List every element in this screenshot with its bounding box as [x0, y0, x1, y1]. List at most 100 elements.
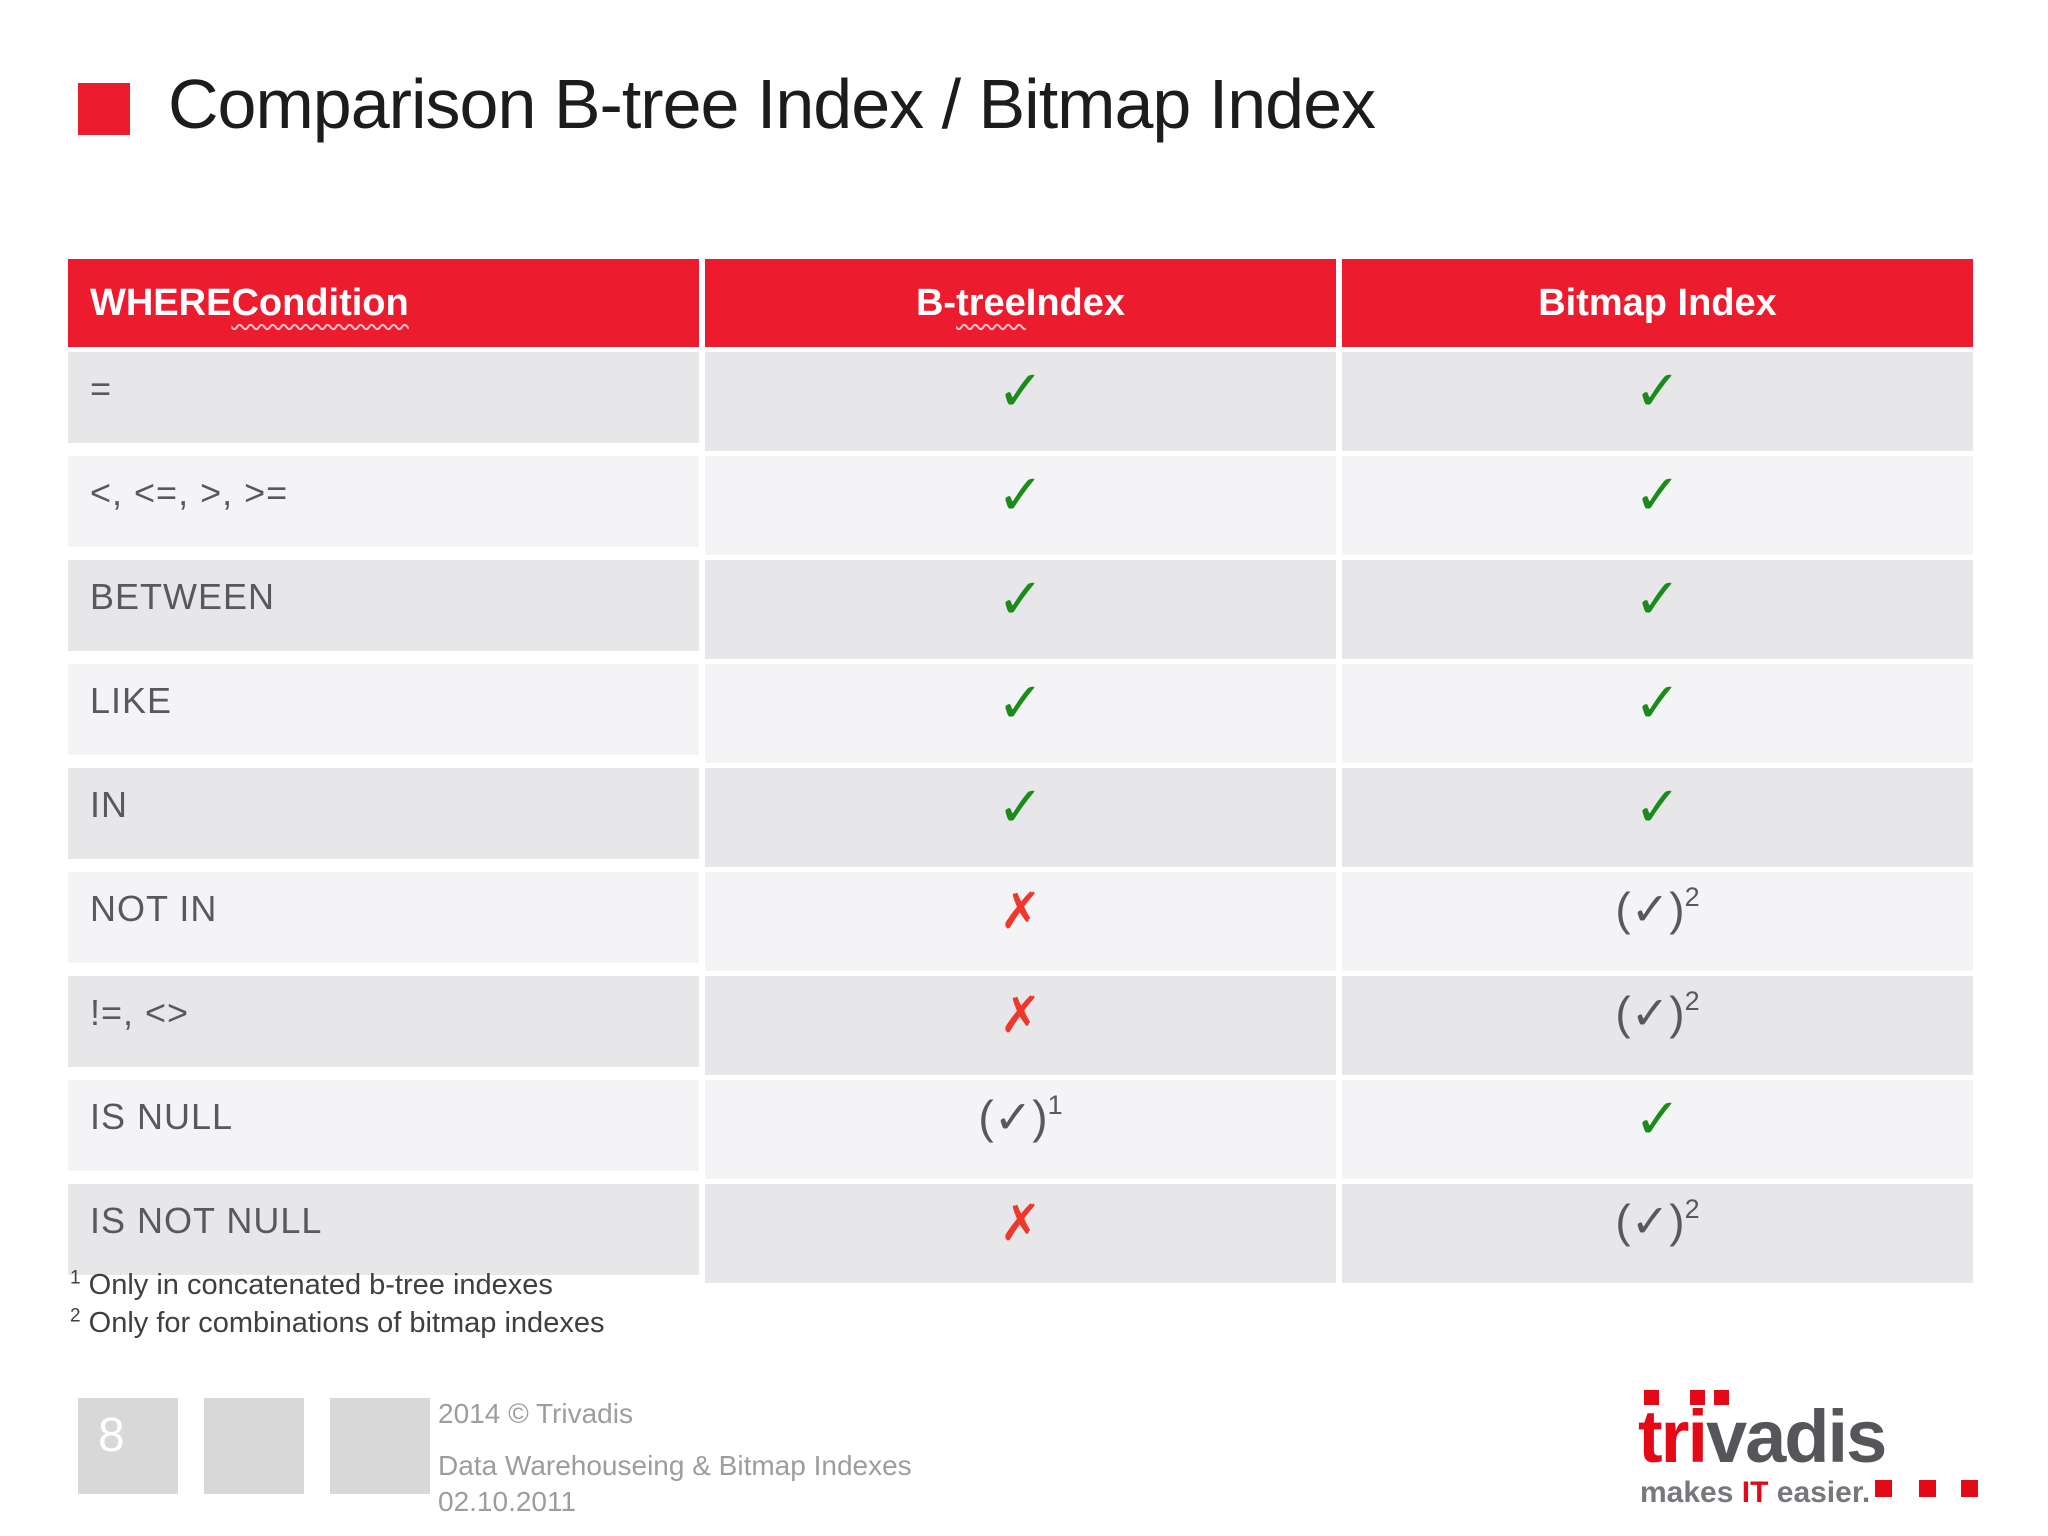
- header-btree-index: B-tree Index: [705, 259, 1336, 347]
- condition-label: IN: [90, 784, 128, 825]
- footer-placeholder-box: [330, 1398, 430, 1494]
- header-text-flagged: tree: [956, 281, 1026, 324]
- bitmap-cell: ✓: [1342, 560, 1973, 659]
- footer-subject-date: Data Warehouseing & Bitmap Indexes 02.10…: [438, 1448, 912, 1520]
- bitmap-cell: ✓: [1342, 1080, 1973, 1179]
- mark-superscript: 2: [1684, 882, 1700, 912]
- trivadis-logo: trivadis makes IT easier.: [1638, 1390, 1998, 1510]
- paren-check-icon: (✓): [1615, 1195, 1685, 1247]
- footnote-text: Only for combinations of bitmap indexes: [80, 1307, 605, 1339]
- logo-wordmark: trivadis: [1638, 1400, 1887, 1474]
- header-text: Bitmap Index: [1538, 281, 1777, 324]
- condition-cell: !=, <>: [68, 976, 699, 1067]
- bitmap-cell: ✓: [1342, 456, 1973, 555]
- logo-tagline: makes IT easier.: [1640, 1476, 1870, 1510]
- cross-icon: ✗: [999, 987, 1042, 1043]
- title-row: Comparison B-tree Index / Bitmap Index: [78, 64, 1376, 144]
- condition-label: IS NULL: [90, 1096, 234, 1137]
- bitmap-cell: ✓: [1342, 768, 1973, 867]
- condition-cell: LIKE: [68, 664, 699, 755]
- footnote-2: 2 Only for combinations of bitmap indexe…: [70, 1304, 604, 1342]
- check-icon: ✓: [997, 359, 1044, 422]
- check-icon: ✓: [997, 671, 1044, 734]
- btree-cell: ✓: [705, 768, 1336, 867]
- condition-label: BETWEEN: [90, 576, 276, 617]
- logo-dot-icon: [1644, 1390, 1659, 1405]
- header-bitmap-index: Bitmap Index: [1342, 259, 1973, 347]
- condition-cell: NOT IN: [68, 872, 699, 963]
- footnotes: 1 Only in concatenated b-tree indexes 2 …: [70, 1266, 604, 1342]
- mark-superscript: 1: [1047, 1090, 1063, 1120]
- comparison-table: WHERE Condition B-tree Index Bitmap Inde…: [68, 259, 1973, 1283]
- tagline-text: makes: [1640, 1476, 1742, 1509]
- paren-check-icon: (✓): [1615, 883, 1685, 935]
- footnote-marker: 1: [70, 1267, 81, 1289]
- check-icon: ✓: [1634, 1087, 1681, 1150]
- paren-check-icon: (✓): [978, 1091, 1048, 1143]
- page-number-box: 8: [78, 1398, 178, 1494]
- btree-cell: ✓: [705, 560, 1336, 659]
- footer-date: 02.10.2011: [438, 1486, 577, 1517]
- condition-label: =: [90, 368, 113, 409]
- check-icon: ✓: [1634, 567, 1681, 630]
- btree-cell: ✓: [705, 664, 1336, 763]
- tagline-text: easier.: [1768, 1476, 1871, 1509]
- condition-cell: <, <=, >, >=: [68, 456, 699, 547]
- red-square-bullet-icon: [78, 83, 130, 135]
- logo-word-gray: vadis: [1706, 1395, 1887, 1478]
- btree-cell: ✓: [705, 456, 1336, 555]
- page-title: Comparison B-tree Index / Bitmap Index: [168, 65, 1376, 143]
- header-text-flagged: Condition: [231, 281, 409, 324]
- btree-cell: ✗: [705, 976, 1336, 1075]
- btree-cell: ✗: [705, 1184, 1336, 1283]
- tagline-accent: IT: [1741, 1476, 1769, 1509]
- bitmap-cell: ✓: [1342, 664, 1973, 763]
- check-icon: ✓: [1634, 775, 1681, 838]
- check-icon: ✓: [997, 775, 1044, 838]
- check-icon: ✓: [1634, 463, 1681, 526]
- footnote-1: 1 Only in concatenated b-tree indexes: [70, 1266, 604, 1304]
- mark-superscript: 2: [1684, 1194, 1700, 1224]
- paren-check-icon: (✓): [1615, 987, 1685, 1039]
- logo-word-red: tri: [1638, 1395, 1708, 1478]
- footnote-marker: 2: [70, 1305, 81, 1327]
- check-icon: ✓: [1634, 359, 1681, 422]
- check-icon: ✓: [997, 463, 1044, 526]
- header-text: B-: [915, 281, 957, 324]
- bitmap-cell: ✓: [1342, 352, 1973, 451]
- condition-cell: BETWEEN: [68, 560, 699, 651]
- cross-icon: ✗: [999, 883, 1042, 939]
- logo-dot-icon: [1961, 1480, 1978, 1497]
- footnote-text: Only in concatenated b-tree indexes: [80, 1269, 553, 1301]
- condition-label: LIKE: [90, 680, 173, 721]
- condition-cell: IS NOT NULL: [68, 1184, 699, 1275]
- footer-subject: Data Warehouseing & Bitmap Indexes: [438, 1450, 912, 1481]
- btree-cell: (✓) 1: [705, 1080, 1336, 1179]
- condition-cell: =: [68, 352, 699, 443]
- header-text: Index: [1025, 281, 1126, 324]
- bitmap-cell: (✓) 2: [1342, 872, 1973, 971]
- condition-label: NOT IN: [90, 888, 218, 929]
- logo-dot-icon: [1714, 1390, 1729, 1405]
- btree-cell: ✗: [705, 872, 1336, 971]
- footer-copyright: 2014 © Trivadis: [438, 1398, 633, 1429]
- condition-label: IS NOT NULL: [90, 1200, 323, 1241]
- bitmap-cell: (✓) 2: [1342, 1184, 1973, 1283]
- logo-dot-icon: [1919, 1480, 1936, 1497]
- logo-dot-icon: [1690, 1390, 1705, 1405]
- condition-label: <, <=, >, >=: [90, 472, 289, 513]
- footer-placeholder-box: [204, 1398, 304, 1494]
- mark-superscript: 2: [1684, 986, 1700, 1016]
- condition-cell: IS NULL: [68, 1080, 699, 1171]
- check-icon: ✓: [997, 567, 1044, 630]
- cross-icon: ✗: [999, 1195, 1042, 1251]
- condition-cell: IN: [68, 768, 699, 859]
- header-text: WHERE: [90, 281, 232, 324]
- header-where-condition: WHERE Condition: [68, 259, 699, 347]
- btree-cell: ✓: [705, 352, 1336, 451]
- bitmap-cell: (✓) 2: [1342, 976, 1973, 1075]
- condition-label: !=, <>: [90, 992, 190, 1033]
- logo-dot-icon: [1875, 1480, 1892, 1497]
- check-icon: ✓: [1634, 671, 1681, 734]
